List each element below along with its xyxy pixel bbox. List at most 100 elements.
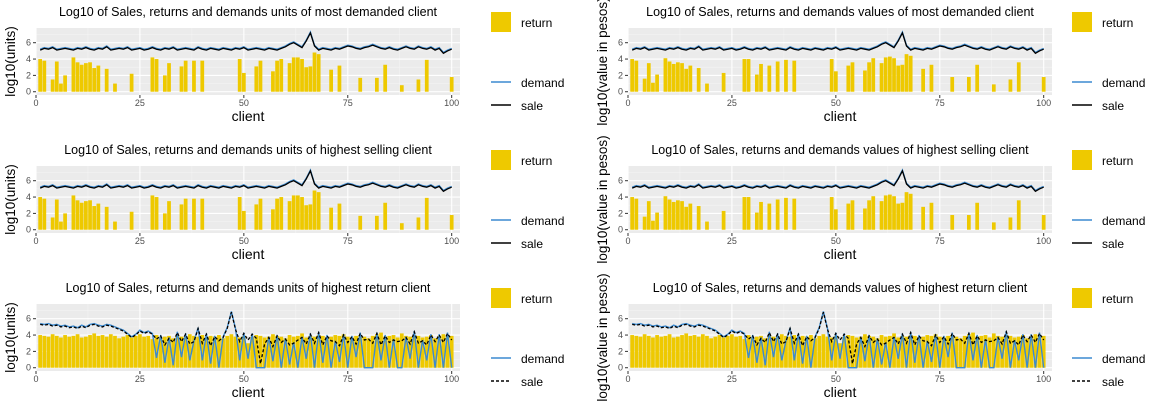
chart-title: Log10 of Sales, returns and demands valu… [646, 5, 1034, 19]
return-bar [646, 335, 651, 368]
return-bar [750, 337, 755, 368]
return-bar [1008, 217, 1013, 230]
x-axis-label: client [232, 246, 265, 262]
y-axis-label: log10(units) [3, 164, 18, 235]
legend-label-sale: sale [521, 237, 543, 251]
return-bar [416, 79, 421, 92]
return-bar [296, 57, 300, 92]
return-bar [79, 64, 84, 92]
return-bar [700, 334, 705, 368]
return-bar [867, 335, 871, 368]
return-bar [212, 336, 217, 368]
return-bar [54, 199, 59, 230]
return-bar [858, 336, 863, 368]
return-bar [300, 59, 304, 92]
demand-line [632, 311, 1045, 369]
demand-line [39, 30, 452, 54]
return-bar [42, 198, 47, 230]
x-tick-label: 100 [444, 98, 459, 108]
y-axis-label: log10(value in pesos) [595, 273, 610, 401]
return-bar [271, 71, 275, 92]
return-bar [84, 201, 88, 230]
x-tick-label: 50 [239, 374, 249, 384]
return-bar [316, 335, 321, 368]
chart-title: Log10 of Sales, returns and demands unit… [59, 5, 438, 19]
return-bar [88, 200, 92, 230]
return-bar [879, 201, 884, 230]
return-bar [937, 336, 942, 368]
x-tick-label: 0 [625, 98, 630, 108]
return-bar [929, 335, 934, 368]
return-bar [971, 332, 975, 368]
return-bar [374, 334, 379, 368]
return-bar [746, 335, 751, 368]
return-bar [275, 335, 279, 368]
return-bar [59, 337, 63, 368]
return-bar [258, 335, 263, 368]
return-bar [680, 201, 684, 230]
return-bar [424, 59, 429, 92]
x-axis-label: client [824, 384, 857, 400]
return-bar [863, 208, 867, 230]
return-bar [362, 336, 367, 368]
legend-swatch-return [491, 12, 511, 32]
return-bar [279, 59, 284, 92]
return-bar [366, 338, 371, 368]
legend-label-return: return [1102, 154, 1133, 168]
return-bar [133, 335, 138, 368]
return-bar [646, 63, 651, 92]
return-bar [779, 334, 784, 368]
return-bar [358, 77, 363, 92]
sale-line [39, 169, 452, 193]
return-bar [663, 335, 668, 368]
return-bar [846, 65, 851, 92]
legend-label-return: return [521, 292, 552, 306]
return-bar [254, 335, 259, 368]
y-tick-label: 4 [26, 330, 31, 340]
return-bar [833, 71, 838, 92]
y-tick-label: 2 [26, 346, 31, 356]
return-bar [399, 333, 404, 368]
return-bar [113, 335, 117, 368]
return-bar [892, 196, 896, 230]
return-bar [387, 335, 392, 368]
return-bar [221, 338, 225, 368]
return-bar [63, 213, 67, 230]
return-bar [341, 334, 346, 368]
return-bar [196, 336, 200, 368]
return-bar [287, 335, 292, 368]
return-bar [804, 336, 809, 368]
return-bar [730, 334, 734, 368]
return-bar [391, 335, 396, 368]
return-bar [867, 200, 871, 230]
return-bar [958, 338, 963, 368]
return-bar [84, 63, 88, 92]
return-bar [833, 209, 838, 230]
y-tick-label: 0 [26, 363, 31, 373]
return-bar [96, 65, 101, 92]
return-bar [896, 203, 901, 230]
return-bar [696, 68, 701, 92]
return-bar [854, 337, 859, 368]
return-bar [171, 338, 176, 368]
return-bar [775, 337, 780, 368]
return-bar [667, 334, 672, 368]
return-bar [383, 336, 388, 368]
x-tick-label: 50 [831, 98, 841, 108]
return-bar [42, 335, 47, 368]
legend: return demand sale [1072, 12, 1145, 113]
return-bar [671, 63, 676, 92]
return-bar [942, 337, 946, 368]
return-bar [1037, 336, 1042, 368]
return-bar [696, 336, 701, 368]
return-bar [79, 337, 84, 368]
return-bar [254, 66, 259, 92]
legend-label-demand: demand [1102, 214, 1145, 228]
return-bar [680, 63, 684, 92]
return-bar [863, 334, 867, 368]
return-bar [775, 199, 780, 230]
return-bar [655, 335, 659, 368]
return-bar [771, 336, 776, 368]
return-bar [688, 203, 693, 230]
return-bar [250, 336, 255, 368]
